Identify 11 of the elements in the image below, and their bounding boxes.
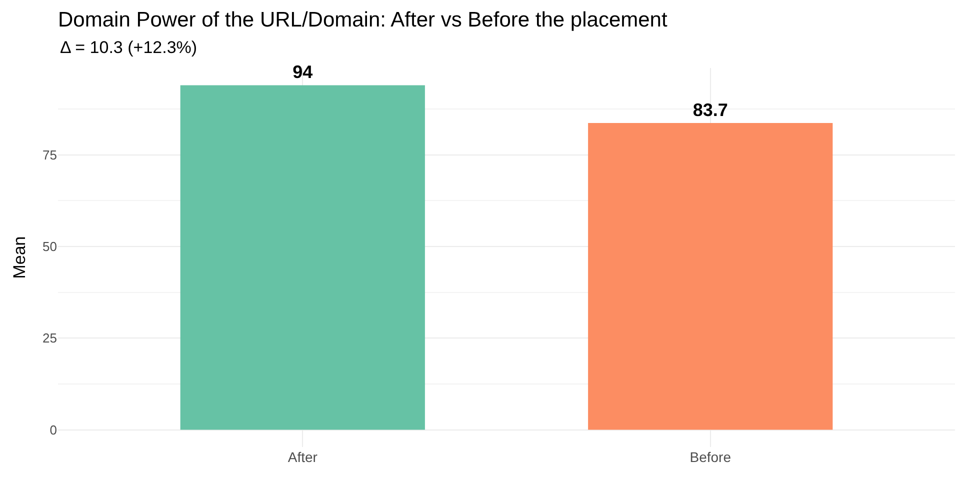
x-tick-label: After xyxy=(288,449,318,465)
y-axis-title: Mean xyxy=(10,236,30,279)
chart-title: Domain Power of the URL/Domain: After vs Before the placement xyxy=(58,8,668,32)
y-tick-label: 25 xyxy=(42,330,57,346)
data-label: 94 xyxy=(292,62,313,82)
data-label: 83.7 xyxy=(692,100,728,120)
chart-subtitle: Δ = 10.3 (+12.3%) xyxy=(60,38,198,57)
y-tick-label: 75 xyxy=(42,147,57,162)
y-tick-label: 50 xyxy=(42,239,57,254)
x-tick-label: Before xyxy=(690,449,732,465)
y-tick-label: 0 xyxy=(50,422,57,438)
